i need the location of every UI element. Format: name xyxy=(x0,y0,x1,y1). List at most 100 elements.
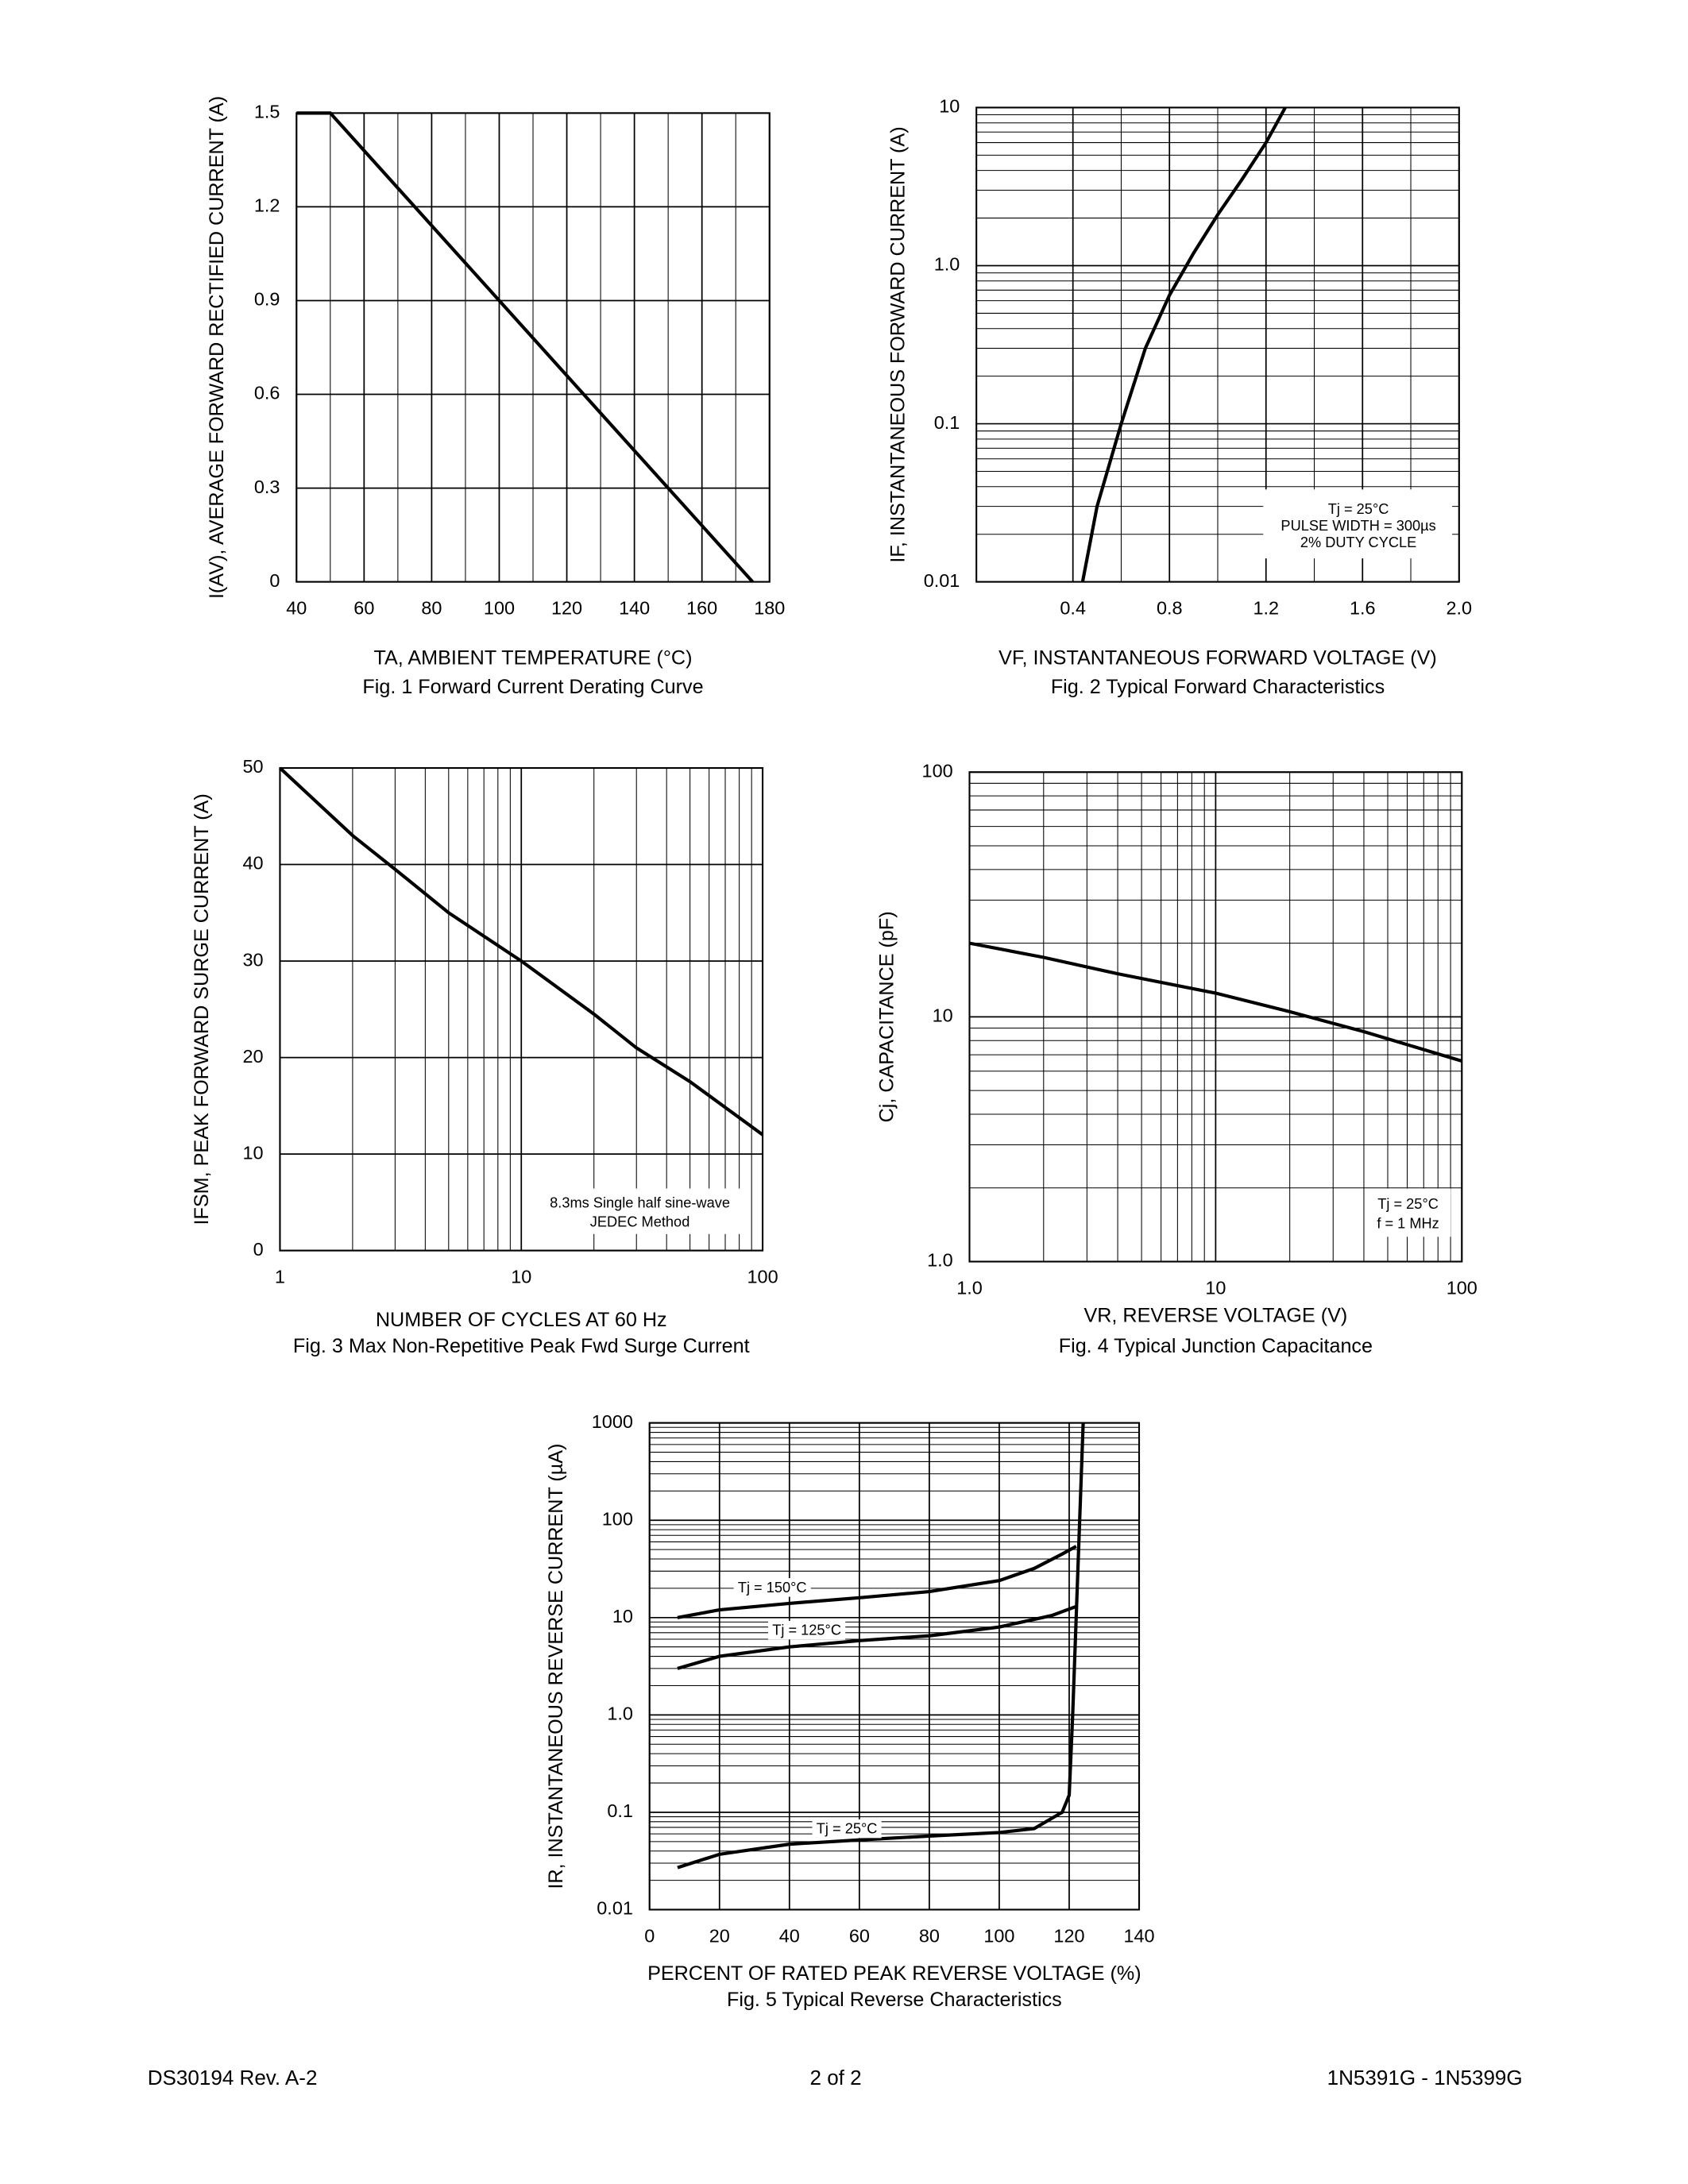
x-axis-label: TA, AMBIENT TEMPERATURE (°C) xyxy=(374,647,693,669)
x-tick-label: 100 xyxy=(1447,1277,1477,1298)
y-tick-label: 0.9 xyxy=(254,289,280,310)
y-axis-label: Cj, CAPACITANCE (pF) xyxy=(876,911,898,1122)
y-axis-label: IFSM, PEAK FORWARD SURGE CURRENT (A) xyxy=(191,793,213,1225)
y-tick-label: 1000 xyxy=(592,1411,633,1432)
y-tick-label: 0.1 xyxy=(934,412,960,433)
x-tick-label: 0.8 xyxy=(1157,598,1183,619)
x-tick-label: 80 xyxy=(919,1925,940,1946)
x-axis-label: PERCENT OF RATED PEAK REVERSE VOLTAGE (%… xyxy=(647,1962,1141,1985)
y-tick-label: 0.01 xyxy=(597,1898,633,1919)
y-axis-label: I(AV), AVERAGE FORWARD RECTIFIED CURRENT… xyxy=(206,96,228,599)
x-tick-label: 60 xyxy=(849,1925,870,1946)
annotation-box xyxy=(1365,1188,1451,1237)
figure-caption: Fig. 4 Typical Junction Capacitance xyxy=(1059,1335,1373,1357)
annotation: Tj = 25°C xyxy=(1377,1196,1439,1212)
y-tick-label: 0.01 xyxy=(924,570,960,591)
annotation: PULSE WIDTH = 300µs xyxy=(1280,518,1435,534)
annotation-box xyxy=(1263,489,1453,559)
x-tick-label: 2.0 xyxy=(1447,598,1473,619)
y-tick-label: 1.0 xyxy=(934,254,960,275)
curve xyxy=(296,111,755,584)
y-tick-label: 0.6 xyxy=(254,383,280,403)
figure-caption: Fig. 2 Typical Forward Characteristics xyxy=(1051,676,1385,698)
annotation: Tj = 25°C xyxy=(1328,501,1389,517)
curve xyxy=(969,941,1462,1063)
x-tick-label: 120 xyxy=(1053,1925,1084,1946)
x-tick-label: 80 xyxy=(421,598,442,619)
y-tick-label: 1.0 xyxy=(607,1704,633,1724)
x-tick-label: 10 xyxy=(511,1267,531,1287)
footer-left: DS30194 Rev. A-2 xyxy=(148,2066,318,2089)
y-tick-label: 1.0 xyxy=(927,1250,953,1271)
x-tick-label: 120 xyxy=(551,598,582,619)
annotation: f = 1 MHz xyxy=(1377,1215,1439,1231)
x-tick-label: 1.0 xyxy=(956,1277,983,1298)
y-tick-label: 100 xyxy=(922,760,953,781)
x-tick-label: 20 xyxy=(709,1925,730,1946)
annotation: JEDEC Method xyxy=(590,1214,690,1230)
y-tick-label: 10 xyxy=(243,1142,264,1163)
x-axis-label: VF, INSTANTANEOUS FORWARD VOLTAGE (V) xyxy=(999,647,1437,669)
y-tick-label: 0.1 xyxy=(607,1800,633,1821)
x-tick-label: 0 xyxy=(644,1925,655,1946)
x-tick-label: 40 xyxy=(286,598,307,619)
x-tick-label: 40 xyxy=(779,1925,800,1946)
y-tick-label: 10 xyxy=(939,96,960,117)
x-tick-label: 140 xyxy=(619,598,650,619)
y-tick-label: 0 xyxy=(253,1239,264,1260)
x-tick-label: 100 xyxy=(983,1925,1014,1946)
x-tick-label: 100 xyxy=(484,598,515,619)
figure-caption: Fig. 1 Forward Current Derating Curve xyxy=(362,676,703,698)
curve xyxy=(677,1604,1077,1670)
annotation-box xyxy=(539,1188,741,1234)
y-tick-label: 30 xyxy=(243,949,264,970)
plot-frame xyxy=(295,112,771,583)
x-tick-label: 140 xyxy=(1123,1925,1154,1946)
series-label-box xyxy=(733,1578,811,1597)
x-tick-label: 10 xyxy=(1205,1277,1226,1298)
annotation: 2% DUTY CYCLE xyxy=(1300,534,1416,550)
x-tick-label: 160 xyxy=(686,598,717,619)
y-tick-label: 50 xyxy=(243,756,264,777)
plot-frame xyxy=(648,1422,1141,1911)
figure-caption: Fig. 3 Max Non-Repetitive Peak Fwd Surge… xyxy=(293,1335,750,1357)
x-tick-label: 1.2 xyxy=(1253,598,1279,619)
x-tick-label: 0.4 xyxy=(1060,598,1086,619)
plot-frame xyxy=(975,106,1460,583)
y-tick-label: 0.3 xyxy=(254,477,280,497)
x-tick-label: 180 xyxy=(754,598,785,619)
series-label: Tj = 150°C xyxy=(738,1580,807,1596)
curve xyxy=(677,1545,1077,1619)
y-tick-label: 1.2 xyxy=(254,195,280,216)
plot-frame xyxy=(279,766,764,1252)
series-label: Tj = 25°C xyxy=(817,1821,878,1837)
y-tick-label: 100 xyxy=(602,1508,633,1529)
footer-center: 2 of 2 xyxy=(810,2066,862,2089)
y-tick-label: 10 xyxy=(612,1606,633,1626)
x-tick-label: 1.6 xyxy=(1350,598,1376,619)
x-axis-label: VR, REVERSE VOLTAGE (V) xyxy=(1083,1305,1347,1327)
series-label-box xyxy=(812,1819,882,1839)
series-label-box xyxy=(768,1620,846,1640)
x-axis-label: NUMBER OF CYCLES AT 60 Hz xyxy=(376,1309,667,1331)
y-tick-label: 40 xyxy=(243,853,264,874)
footer-right: 1N5391G - 1N5399G xyxy=(1327,2066,1523,2089)
y-axis-label: IF, INSTANTANEOUS FORWARD CURRENT (A) xyxy=(887,126,910,562)
y-tick-label: 10 xyxy=(933,1005,953,1026)
curve xyxy=(677,1422,1085,1870)
series-label: Tj = 125°C xyxy=(772,1623,841,1638)
x-tick-label: 60 xyxy=(353,598,374,619)
curve xyxy=(279,766,764,1136)
x-tick-label: 100 xyxy=(747,1267,778,1287)
x-tick-label: 1 xyxy=(275,1267,285,1287)
y-axis-label: IR, INSTANTANEOUS REVERSE CURRENT (µA) xyxy=(545,1444,567,1889)
plot-frame xyxy=(968,771,1463,1263)
curve xyxy=(1080,106,1287,583)
annotation: 8.3ms Single half sine-wave xyxy=(550,1194,730,1210)
y-tick-label: 1.5 xyxy=(254,102,280,122)
y-tick-label: 20 xyxy=(243,1046,264,1067)
figure-caption: Fig. 5 Typical Reverse Characteristics xyxy=(727,1989,1062,2011)
y-tick-label: 0 xyxy=(269,570,280,591)
